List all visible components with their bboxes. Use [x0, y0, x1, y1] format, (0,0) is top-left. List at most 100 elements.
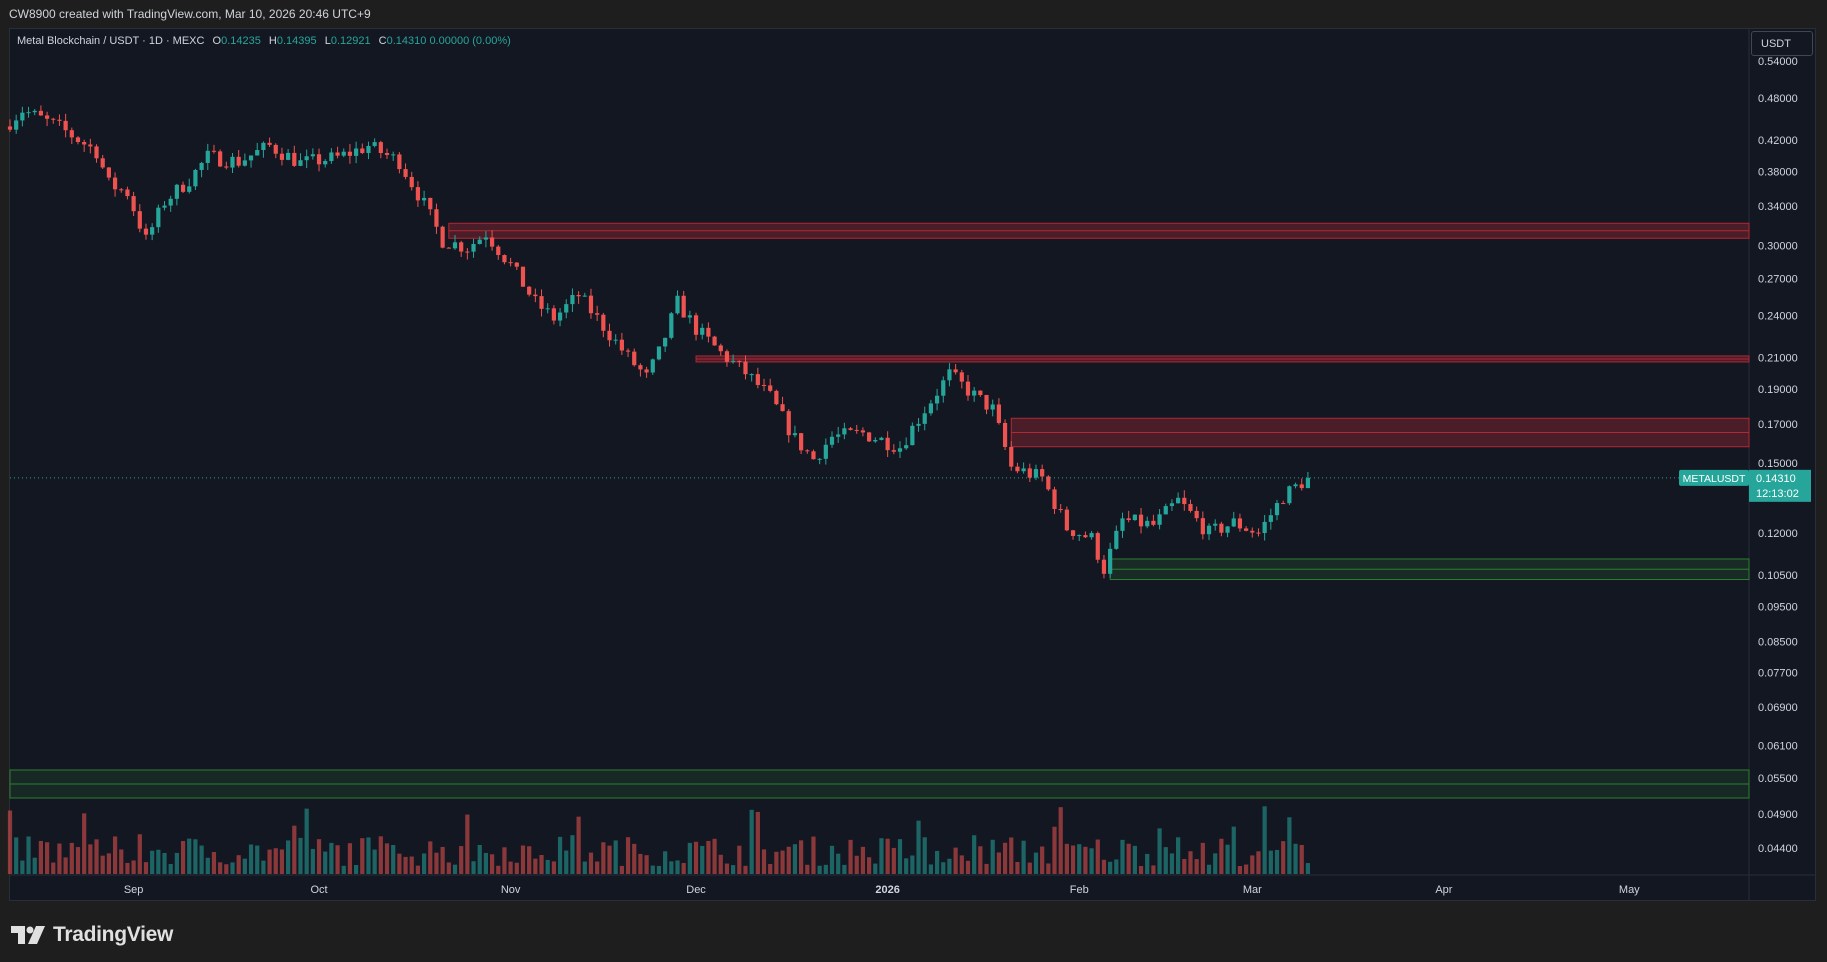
volume-bar [310, 848, 315, 874]
volume-bar [298, 837, 303, 874]
volume-bar [718, 854, 723, 874]
symbol-tag-bg [1679, 469, 1749, 486]
volume-bar [409, 856, 414, 874]
volume-bar [823, 864, 828, 874]
candle-body [1225, 526, 1230, 533]
x-tick-label: Apr [1435, 884, 1452, 896]
tradingview-logo[interactable]: TradingView [11, 923, 173, 947]
volume-bar [829, 845, 835, 874]
volume-bar [879, 838, 884, 874]
candle-body [724, 351, 730, 362]
candle-body [1237, 518, 1243, 529]
candle-body [1101, 559, 1107, 574]
candle-body [842, 428, 847, 435]
candle-body [805, 450, 810, 452]
candle-body [990, 404, 995, 410]
volume-bar [1064, 843, 1069, 874]
y-tick-label: 0.05500 [1758, 773, 1798, 785]
candle-body [248, 155, 254, 161]
volume-bar [792, 844, 798, 874]
volume-bar [681, 862, 686, 874]
candle-body [366, 145, 371, 153]
volume-bar [106, 853, 111, 874]
candle-body [891, 450, 896, 452]
candle-body [1151, 520, 1156, 525]
volume-bar [996, 852, 1001, 874]
volume-bar [403, 856, 408, 874]
volume-bar [1231, 826, 1236, 874]
candle-body [1262, 521, 1267, 534]
candle-body [644, 369, 649, 373]
candle-body [112, 177, 118, 190]
candle-body [1206, 525, 1212, 535]
volume-bar [224, 864, 229, 874]
candle-body [959, 372, 964, 382]
candle-body [119, 189, 124, 191]
volume-bar [57, 843, 62, 874]
candle-body [459, 242, 464, 252]
volume-bar [731, 865, 736, 874]
volume-bar [100, 855, 105, 874]
volume-bar [292, 825, 297, 874]
volume-bar [644, 855, 649, 874]
volume-bar [984, 863, 989, 874]
volume-bar [63, 857, 68, 874]
candle-body [972, 390, 977, 396]
volume-bar [749, 809, 754, 874]
candle-body [1021, 468, 1026, 472]
volume-bar [805, 864, 810, 874]
candle-body [106, 167, 111, 178]
candle-body [242, 160, 247, 166]
volume-bar [428, 841, 433, 874]
chart-area[interactable] [9, 28, 1816, 901]
volume-bar [162, 852, 167, 874]
volume-bar [897, 839, 903, 874]
volume-bar [638, 853, 643, 874]
y-tick-label: 0.27000 [1758, 274, 1798, 286]
volume-bar [440, 846, 445, 874]
volume-bar [1009, 837, 1014, 874]
volume-bar [978, 846, 983, 874]
candle-body [279, 153, 285, 160]
volume-bar [1145, 853, 1150, 874]
volume-bar [496, 865, 501, 874]
candle-body [885, 437, 890, 451]
candle-body [38, 110, 44, 116]
volume-bar [38, 840, 44, 874]
volume-bar [972, 835, 977, 874]
volume-bar [366, 837, 371, 874]
volume-bar [347, 843, 353, 874]
candle-body [897, 448, 903, 452]
candle-body [261, 142, 266, 151]
legend-symbol[interactable]: Metal Blockchain / USDT · 1D · MEXC [17, 35, 205, 47]
currency-button[interactable]: USDT [1751, 31, 1813, 56]
volume-bar [205, 857, 210, 874]
volume-bar [267, 849, 272, 874]
candle-body [471, 244, 476, 252]
volume-bar [1163, 847, 1168, 874]
candle-body [409, 176, 414, 188]
legend-close: 0.14310 [386, 35, 427, 47]
volume-bar [384, 843, 390, 874]
candle-body [965, 381, 971, 396]
volume-bar [26, 836, 31, 874]
candle-body [354, 148, 359, 156]
candle-body [910, 425, 915, 446]
candle-body [205, 150, 210, 163]
candle-body [199, 162, 204, 170]
candle-body [582, 295, 587, 297]
candle-body [873, 439, 878, 442]
volume-bar [1021, 840, 1026, 874]
volume-bar [150, 850, 155, 874]
candle-body [131, 196, 136, 212]
candle-body [292, 152, 297, 166]
candle-body [1250, 530, 1255, 533]
candle-body [632, 351, 637, 366]
candle-body [1064, 509, 1069, 531]
candle-body [174, 184, 179, 199]
candle-body [1281, 503, 1286, 505]
volume-bar [230, 862, 235, 874]
volume-bar [174, 852, 179, 874]
volume-bar [780, 850, 785, 874]
